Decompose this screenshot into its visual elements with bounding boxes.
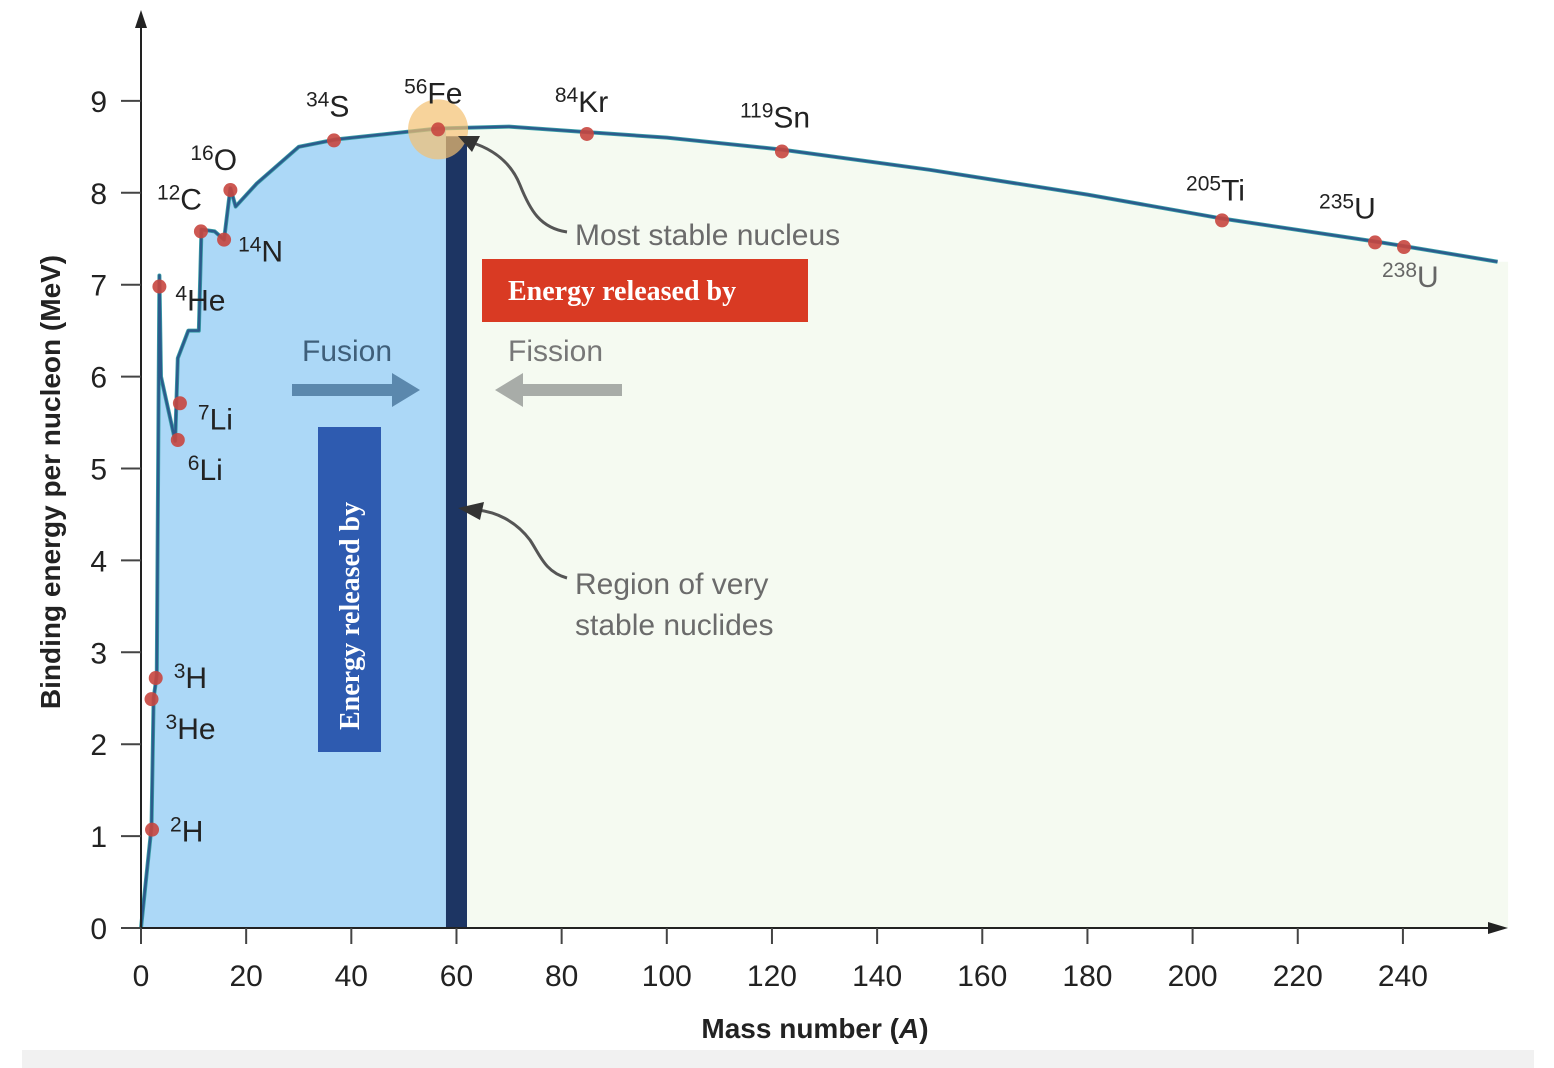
isotope-point	[223, 183, 238, 198]
x-tick-label: 200	[1168, 960, 1218, 993]
isotope-point	[1368, 235, 1383, 250]
y-tick-label: 8	[90, 178, 107, 211]
isotope-label: 12C	[157, 181, 202, 216]
isotope-point	[193, 224, 208, 239]
x-tick-label: 140	[852, 960, 902, 993]
most-stable-arrowhead	[458, 136, 480, 152]
x-tick-label: 120	[747, 960, 797, 993]
y-tick-label: 0	[90, 913, 107, 946]
y-tick-label: 9	[90, 86, 107, 119]
isotope-point	[326, 133, 341, 148]
fusion-arrow	[292, 373, 420, 407]
isotope-label: 238U	[1382, 259, 1439, 294]
isotope-point	[1396, 240, 1411, 255]
isotope-point	[148, 671, 163, 686]
fusion-energy-box	[318, 427, 381, 752]
isotope-label: 6Li	[188, 452, 223, 487]
isotope-point	[431, 122, 446, 137]
isotope-label: 2H	[170, 814, 203, 849]
y-tick-label: 4	[90, 545, 107, 578]
isotope-label: 7Li	[198, 401, 233, 436]
x-tick-label: 0	[133, 960, 150, 993]
isotope-point	[217, 232, 232, 247]
x-tick-label: 220	[1273, 960, 1323, 993]
isotope-label: 3He	[166, 711, 216, 746]
isotope-label: 34S	[306, 88, 349, 123]
stable-region-label-line1: Region of very	[575, 568, 768, 601]
isotope-point	[579, 126, 594, 141]
isotope-label: 119Sn	[740, 99, 810, 134]
x-axis-arrowhead	[1488, 922, 1508, 934]
y-axis-arrowhead	[135, 10, 147, 28]
y-tick-label: 3	[90, 637, 107, 670]
y-tick-label: 7	[90, 270, 107, 303]
isotope-point	[774, 144, 789, 159]
x-tick-label: 80	[545, 960, 578, 993]
binding-energy-curve	[139, 125, 1498, 929]
isotope-label: 3H	[174, 660, 207, 695]
fission-energy-box	[482, 259, 808, 322]
isotope-point	[145, 822, 160, 837]
x-tick-label: 180	[1062, 960, 1112, 993]
fusion-region	[141, 128, 446, 929]
stable-region-arrowhead	[458, 502, 484, 520]
fusion-label: Fusion	[302, 335, 392, 368]
y-tick-label: 2	[90, 729, 107, 762]
fusion-energy-box-text: Energy released by	[335, 502, 366, 730]
isotope-label: 205Ti	[1186, 172, 1245, 207]
x-axis-label: Mass number (A)	[701, 1013, 928, 1044]
isotope-label: 16O	[190, 142, 237, 177]
stable-region-pointer-arrow	[477, 508, 568, 580]
stable-region-label-line2: stable nuclides	[575, 609, 773, 642]
isotope-label: 4He	[175, 283, 225, 318]
isotope-label: 56Fe	[404, 75, 462, 110]
isotope-point	[172, 396, 187, 411]
isotope-label: 84Kr	[555, 84, 608, 119]
x-tick-label: 20	[229, 960, 262, 993]
y-tick-label: 1	[90, 821, 107, 854]
y-tick-label: 5	[90, 454, 107, 487]
most-stable-pointer-arrow	[469, 140, 568, 234]
x-tick-label: 60	[440, 960, 473, 993]
fission-label: Fission	[508, 335, 603, 368]
x-tick-label: 100	[642, 960, 692, 993]
isotope-label: 235U	[1319, 190, 1376, 225]
y-axis-label: Binding energy per nucleon (MeV)	[35, 255, 66, 709]
fission-region	[466, 126, 1509, 928]
y-tick-label: 6	[90, 362, 107, 395]
isotope-point	[170, 433, 185, 448]
fission-energy-box-text: Energy released by	[508, 276, 736, 307]
isotope-label: 14N	[238, 234, 283, 269]
stable-nuclides-band	[445, 136, 467, 929]
most-stable-label: Most stable nucleus	[575, 219, 840, 252]
fission-arrow	[495, 373, 622, 407]
bottom-strip	[22, 1050, 1534, 1068]
isotope-point	[152, 279, 167, 294]
x-tick-label: 160	[957, 960, 1007, 993]
x-tick-label: 240	[1378, 960, 1428, 993]
isotope-point	[144, 692, 159, 707]
x-tick-label: 40	[335, 960, 368, 993]
isotope-point	[1215, 213, 1230, 228]
